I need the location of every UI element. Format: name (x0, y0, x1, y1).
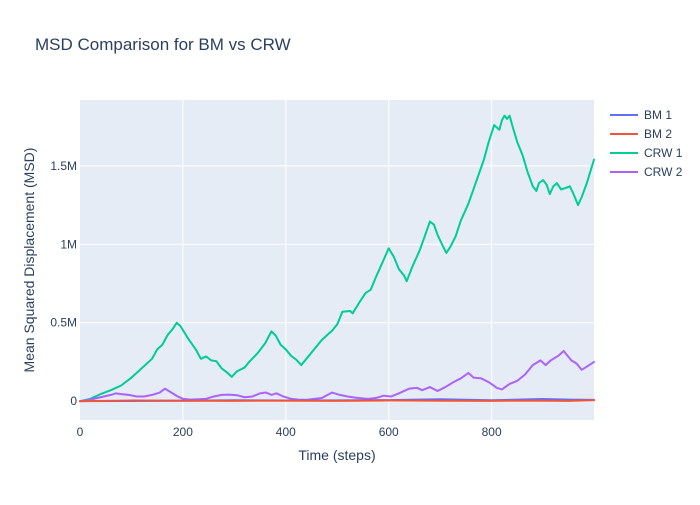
legend-item-bm-1[interactable]: BM 1 (610, 108, 672, 122)
legend: BM 1 BM 2 CRW 1 CRW 2 (610, 108, 683, 179)
x-axis-title: Time (steps) (298, 447, 375, 463)
legend-label: BM 2 (644, 127, 672, 141)
legend-item-crw-2[interactable]: CRW 2 (610, 165, 683, 179)
series-line-crw-1 (79, 114, 595, 403)
series-line-bm-2 (79, 399, 595, 403)
series-line-crw-2 (79, 349, 595, 403)
legend-label: CRW 2 (644, 165, 683, 179)
legend-item-crw-1[interactable]: CRW 1 (610, 146, 683, 160)
y-tick-label: 0 (70, 394, 77, 408)
x-tick-label: 800 (482, 425, 502, 439)
x-gridlines (182, 100, 493, 420)
y-tick-label: 1.5M (50, 159, 77, 173)
y-tick-label: 1M (60, 237, 77, 251)
x-tick-label: 600 (379, 425, 399, 439)
legend-item-bm-2[interactable]: BM 2 (610, 127, 672, 141)
x-tick-labels: 0 200 400 600 800 (77, 425, 502, 439)
y-tick-labels: 0 0.5M 1M 1.5M (50, 159, 77, 408)
legend-label: CRW 1 (644, 146, 683, 160)
x-tick-label: 400 (276, 425, 296, 439)
series-layer (79, 114, 595, 403)
x-tick-label: 200 (173, 425, 193, 439)
chart-title: MSD Comparison for BM vs CRW (35, 35, 291, 54)
x-tick-label: 0 (77, 425, 84, 439)
y-tick-label: 0.5M (50, 316, 77, 330)
plot-background (80, 100, 594, 420)
y-axis-title: Mean Squared Displacement (MSD) (21, 148, 37, 373)
legend-label: BM 1 (644, 108, 672, 122)
